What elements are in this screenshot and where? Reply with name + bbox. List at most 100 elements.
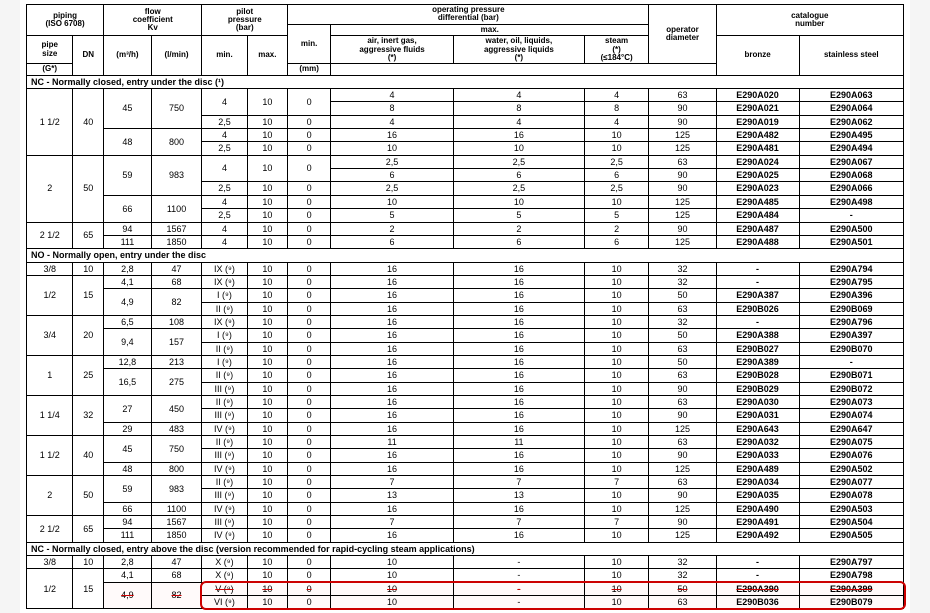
- cell: 10: [247, 516, 288, 529]
- cell: 10: [584, 582, 649, 595]
- cell: 0: [288, 462, 331, 475]
- cell: 10: [584, 382, 649, 395]
- cell: E290A390: [716, 582, 799, 595]
- cell: 0: [288, 409, 331, 422]
- cell: 10: [584, 315, 649, 328]
- table-row: 1/2154,168IX (⁹)10016161032-E290A795: [27, 275, 904, 288]
- cell: 32: [649, 275, 716, 288]
- cell: -: [454, 582, 585, 595]
- table-row: 4,982I (⁹)10016161050E290A387E290A396: [27, 289, 904, 302]
- cell: 0: [288, 222, 331, 235]
- cell: 16: [331, 449, 454, 462]
- cell: 10: [247, 422, 288, 435]
- cell: 10: [584, 556, 649, 569]
- cell: 10: [584, 302, 649, 315]
- hdr-opd-min: min.: [288, 24, 331, 64]
- cell: 0: [288, 142, 331, 155]
- spec-table-page: piping(ISO 6708) flowcoefficientKv pilot…: [20, 0, 910, 613]
- cell: 6: [454, 235, 585, 248]
- cell: E290A062: [799, 115, 903, 128]
- cell: 16: [454, 449, 585, 462]
- cell: 0: [288, 422, 331, 435]
- cell: 2,5: [454, 182, 585, 195]
- cell: 2: [454, 222, 585, 235]
- cell: 90: [649, 102, 716, 115]
- cell: 1 1/4: [27, 395, 73, 435]
- cell: E290B027: [716, 342, 799, 355]
- cell: 68: [151, 569, 202, 582]
- table-row: 2 1/265941567410022290E290A487E290A500: [27, 222, 904, 235]
- section-title: NC - Normally closed, entry above the di…: [27, 542, 904, 555]
- hdr-catalogue: cataloguenumber: [716, 5, 903, 36]
- cell: 10: [584, 355, 649, 368]
- cell: III (⁹): [202, 489, 247, 502]
- cell: 0: [288, 262, 331, 275]
- cell: E290A489: [716, 462, 799, 475]
- cell: 4: [202, 222, 247, 235]
- cell: 3/8: [27, 262, 73, 275]
- cell: 32: [649, 556, 716, 569]
- hdr-bronze: bronze: [716, 36, 799, 76]
- cell: E290A077: [799, 476, 903, 489]
- cell: 2: [331, 222, 454, 235]
- cell: 16: [454, 422, 585, 435]
- cell: 0: [288, 529, 331, 542]
- cell: 65: [73, 516, 104, 543]
- cell: E290B036: [716, 596, 799, 609]
- cell: 16: [454, 289, 585, 302]
- cell: 125: [649, 529, 716, 542]
- cell: 10: [454, 142, 585, 155]
- cell: 5: [331, 209, 454, 222]
- table-row: 1/2154,168X (⁹)10010-1032-E290A798: [27, 569, 904, 582]
- cell: 10: [247, 409, 288, 422]
- cell: 10: [247, 355, 288, 368]
- cell: 10: [584, 409, 649, 422]
- table-row: 2505998341002,52,52,563E290A024E290A067: [27, 155, 904, 168]
- cell: 0: [288, 315, 331, 328]
- cell: 0: [288, 302, 331, 315]
- cell: 7: [584, 476, 649, 489]
- cell: III (⁹): [202, 409, 247, 422]
- cell: 16: [331, 409, 454, 422]
- cell: 10: [584, 489, 649, 502]
- cell: 15: [73, 275, 104, 315]
- cell: E290A504: [799, 516, 903, 529]
- cell: 4: [202, 89, 247, 116]
- cell: 50: [649, 355, 716, 368]
- hdr-water: water, oil, liquids,aggressive liquids(*…: [454, 36, 585, 64]
- cell: 10: [247, 596, 288, 609]
- cell: E290A034: [716, 476, 799, 489]
- cell: II (⁹): [202, 369, 247, 382]
- cell: 7: [584, 516, 649, 529]
- cell: 10: [247, 329, 288, 342]
- cell: 483: [151, 422, 202, 435]
- spec-table: piping(ISO 6708) flowcoefficientKv pilot…: [26, 4, 904, 609]
- cell: E290A075: [799, 436, 903, 449]
- cell: 48: [104, 129, 152, 156]
- cell: 16: [454, 129, 585, 142]
- cell: 7: [331, 476, 454, 489]
- cell: E290B071: [799, 369, 903, 382]
- cell: 13: [454, 489, 585, 502]
- cell: 4,1: [104, 275, 152, 288]
- cell: 10: [331, 596, 454, 609]
- cell: 16: [454, 409, 585, 422]
- cell: IX (⁹): [202, 275, 247, 288]
- cell: 65: [73, 222, 104, 249]
- cell: -: [454, 569, 585, 582]
- hdr-pipesize: pipesize: [27, 36, 73, 64]
- cell: 90: [649, 115, 716, 128]
- cell: 47: [151, 556, 202, 569]
- cell: 10: [247, 142, 288, 155]
- cell: I (⁹): [202, 329, 247, 342]
- cell: II (⁹): [202, 342, 247, 355]
- cell: 10: [584, 529, 649, 542]
- cell: 10: [247, 489, 288, 502]
- cell: E290B072: [799, 382, 903, 395]
- cell: 16: [454, 302, 585, 315]
- cell: 10: [331, 195, 454, 208]
- cell: 0: [288, 355, 331, 368]
- table-header: piping(ISO 6708) flowcoefficientKv pilot…: [27, 5, 904, 76]
- cell: 4: [202, 235, 247, 248]
- cell: E290A031: [716, 409, 799, 422]
